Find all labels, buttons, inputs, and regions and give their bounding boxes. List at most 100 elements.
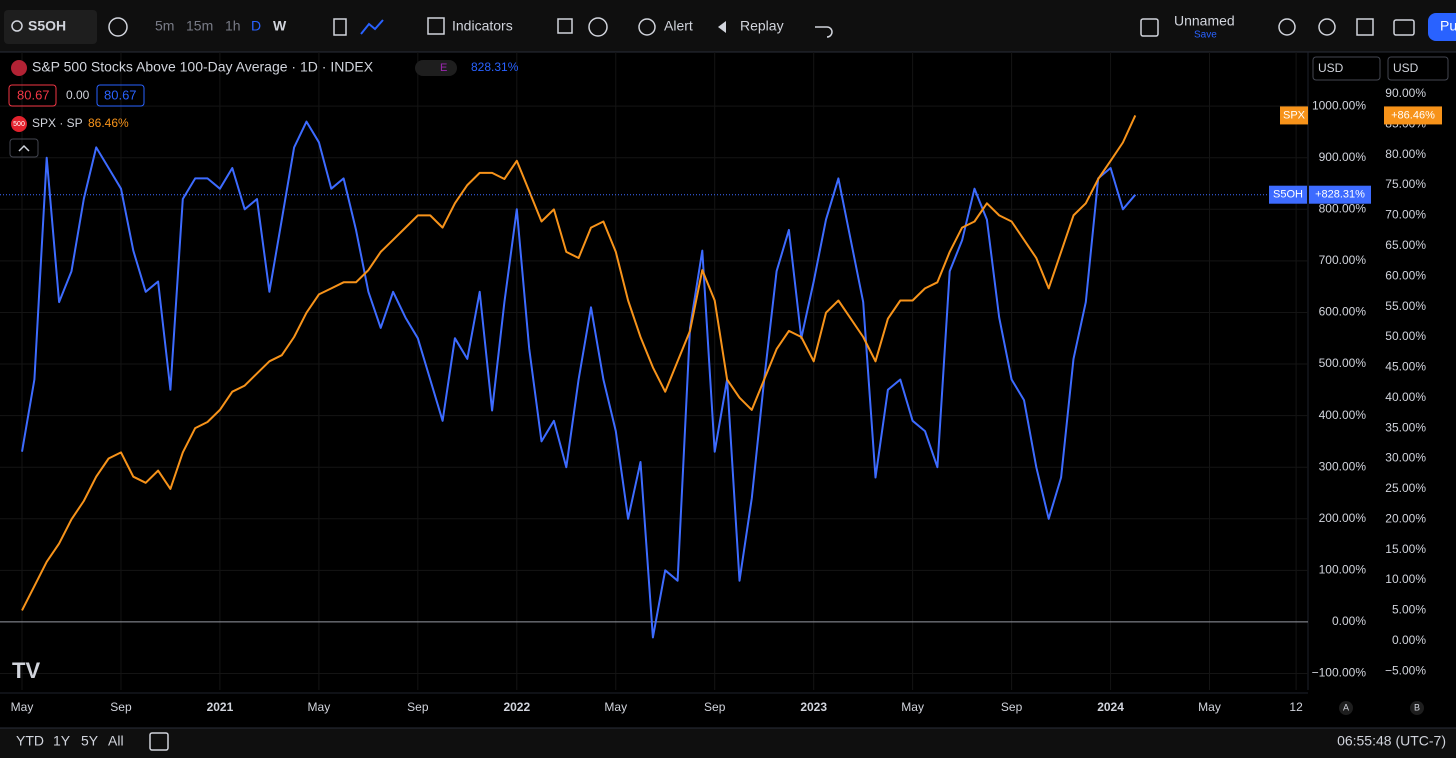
interval[interactable]: 1h	[225, 18, 241, 34]
y-tick-label: 800.00%	[1319, 201, 1367, 215]
clock: 06:55:48 (UTC-7)	[1337, 733, 1446, 749]
currency-select[interactable]	[1387, 56, 1449, 81]
interval[interactable]: 15m	[186, 18, 213, 34]
y2-tick-label: 90.00%	[1385, 86, 1426, 100]
axis-button-label[interactable]: A	[1343, 702, 1349, 712]
search-icon	[11, 20, 23, 32]
price-label-bg	[1269, 185, 1307, 204]
settings[interactable]	[1318, 18, 1336, 36]
series-line	[21, 120, 1137, 639]
y-tick-label: 900.00%	[1319, 150, 1367, 164]
legend-open: 80.67	[17, 87, 50, 102]
x-tick-label: 2021	[207, 700, 234, 714]
price-label-bg	[1384, 106, 1442, 125]
series-line	[21, 114, 1137, 611]
y2-tick-label: 55.00%	[1385, 299, 1426, 313]
legend-mid: 0.00	[66, 88, 90, 102]
y2-tick-label: 35.00%	[1385, 420, 1426, 434]
price-label-bg	[1309, 185, 1371, 204]
range-button[interactable]: 1Y	[53, 733, 71, 749]
alert-button[interactable]: Alert	[664, 18, 693, 34]
y2-tick-label: −5.00%	[1385, 663, 1426, 677]
currency[interactable]: USD	[1318, 61, 1344, 75]
x-tick-label: Sep	[1001, 700, 1023, 714]
x-tick-label: 12	[1289, 700, 1303, 714]
currency[interactable]: USD	[1393, 61, 1419, 75]
flag-icon	[11, 60, 27, 76]
y-tick-label: 300.00%	[1319, 459, 1367, 473]
y2-tick-label: 70.00%	[1385, 208, 1426, 222]
interval[interactable]: D	[251, 18, 261, 34]
y2-tick-label: 0.00%	[1392, 633, 1426, 647]
x-tick-label: Sep	[407, 700, 429, 714]
publish-button[interactable]	[1428, 13, 1456, 41]
y2-tick-label: 75.00%	[1385, 177, 1426, 191]
y2-tick-label: 5.00%	[1392, 603, 1426, 617]
compare-button[interactable]	[108, 17, 128, 37]
y-tick-label: 0.00%	[1332, 614, 1366, 628]
layout-name[interactable]: Unnamed	[1174, 13, 1235, 29]
indicators-icon	[427, 17, 445, 35]
y-tick-label: 200.00%	[1319, 511, 1367, 525]
replay-button[interactable]: Replay	[740, 18, 784, 34]
symbol[interactable]: S5OH	[28, 18, 66, 34]
date-range-button[interactable]	[149, 732, 169, 751]
x-tick-label: May	[604, 700, 627, 714]
x-tick-label: May	[1198, 700, 1221, 714]
y2-tick-label: 40.00%	[1385, 390, 1426, 404]
save-label[interactable]: Save	[1194, 30, 1217, 41]
y2-tick-label: 10.00%	[1385, 572, 1426, 586]
event-badge	[415, 60, 457, 76]
chart-type-button[interactable]	[333, 18, 347, 36]
y2-tick-label: 15.00%	[1385, 542, 1426, 556]
y2-tick-label: 45.00%	[1385, 360, 1426, 374]
y-tick-label: 100.00%	[1319, 563, 1367, 577]
layout-icon[interactable]	[1140, 18, 1159, 37]
collapse-button[interactable]	[9, 138, 39, 158]
y2-tick-label: 50.00%	[1385, 329, 1426, 343]
grid	[0, 52, 1308, 690]
y-tick-label: 700.00%	[1319, 253, 1367, 267]
x-tick-label: May	[11, 700, 34, 714]
x-tick-label: 2024	[1097, 700, 1124, 714]
price-label-value: +86.46%	[1391, 109, 1435, 121]
currency-select[interactable]	[1312, 56, 1381, 81]
x-tick-label: Sep	[110, 700, 132, 714]
snapshot[interactable]	[1393, 19, 1415, 36]
publish-label[interactable]: Pu	[1440, 18, 1456, 34]
legend-close: 80.67	[104, 87, 137, 102]
y2-tick-label: 60.00%	[1385, 268, 1426, 282]
y-tick-label: −100.00%	[1312, 666, 1367, 680]
compare-name: SPX · SP	[32, 116, 83, 130]
price-label-name: SPX	[1283, 109, 1306, 121]
x-tick-label: May	[308, 700, 331, 714]
y-tick-label: 400.00%	[1319, 408, 1367, 422]
alerts-icon[interactable]	[588, 17, 608, 37]
plot	[21, 114, 1137, 639]
y2-tick-label: 65.00%	[1385, 238, 1426, 252]
logo: TV	[12, 658, 40, 683]
legend-change: 828.31%	[471, 60, 519, 74]
collapse-icon	[18, 144, 30, 152]
axis-button[interactable]	[1410, 701, 1424, 715]
axis-button-label[interactable]: B	[1414, 702, 1420, 712]
fullscreen[interactable]	[1356, 18, 1374, 36]
replay-icon	[718, 21, 726, 33]
x-tick-label: Sep	[704, 700, 726, 714]
undo-button[interactable]	[815, 26, 833, 38]
quick-search[interactable]	[1278, 18, 1296, 36]
interval[interactable]: 5m	[155, 18, 174, 34]
axis-button[interactable]	[1339, 701, 1353, 715]
range-button[interactable]: 5Y	[81, 733, 99, 749]
indicators-button[interactable]: Indicators	[452, 18, 513, 34]
symbol-search[interactable]	[4, 10, 97, 44]
x-tick-label: May	[901, 700, 924, 714]
interval[interactable]: W	[273, 18, 287, 34]
range-button[interactable]: All	[108, 733, 124, 749]
range-button[interactable]: YTD	[16, 733, 44, 749]
y-tick-label: 1000.00%	[1312, 98, 1366, 112]
line-type-button[interactable]	[360, 19, 384, 35]
templates-button[interactable]	[557, 18, 573, 34]
price-label-name: S5OH	[1273, 189, 1303, 201]
